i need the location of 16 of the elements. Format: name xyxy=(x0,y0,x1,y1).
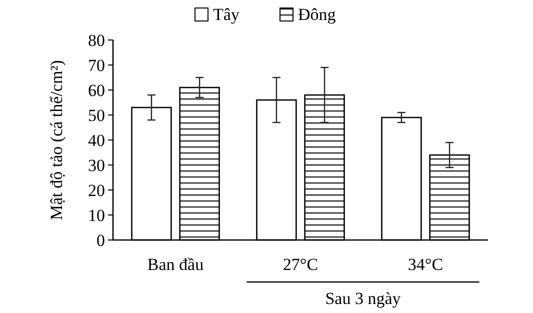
y-tick-label: 80 xyxy=(88,30,105,50)
y-tick-label: 60 xyxy=(88,80,105,100)
y-tick-label: 20 xyxy=(88,180,105,200)
legend-label: Đông xyxy=(298,5,336,24)
x-tick-label: Ban đầu xyxy=(147,255,204,274)
x-tick-label: 34°C xyxy=(408,255,444,274)
y-tick-label: 70 xyxy=(88,56,105,75)
y-tick-label: 10 xyxy=(88,206,105,225)
y-tick-label: 0 xyxy=(96,230,105,250)
y-axis-title: Mật độ tảo (cá thể/cm²) xyxy=(47,60,66,220)
y-tick-label: 50 xyxy=(88,106,105,125)
text: Sau 3 ngày xyxy=(325,289,402,308)
y-tick-label: 30 xyxy=(88,156,105,175)
legend-label: Tây xyxy=(213,5,240,24)
x-tick-label: 27°C xyxy=(282,255,318,274)
y-tick-label: 40 xyxy=(88,130,105,150)
